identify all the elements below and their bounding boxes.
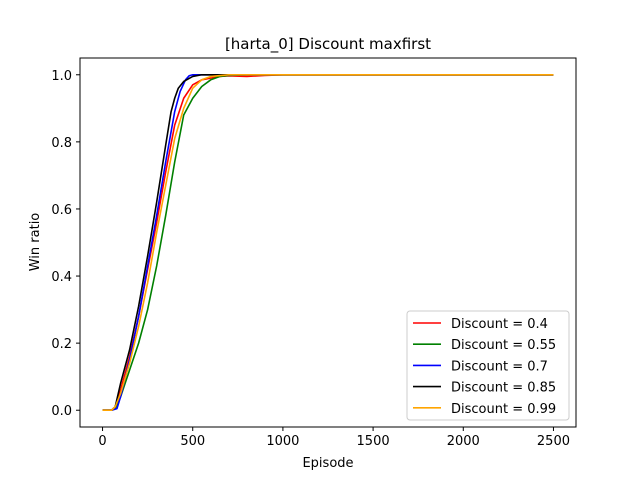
x-axis-title: Episode — [302, 456, 353, 471]
series-line-0 — [102, 73, 554, 412]
y-axis-title: Win ratio — [28, 213, 43, 272]
ticks-layer: 0 500 1000 1500 2000 2500 0.0 0.2 0.4 0.6 0.8 1.0 — [51, 69, 570, 449]
x-tick-label: 2000 — [447, 434, 480, 449]
y-tick-label: 0.0 — [51, 404, 72, 419]
x-tick-label: 500 — [180, 434, 205, 449]
series-line-3 — [102, 73, 554, 412]
legend-box — [406, 310, 570, 421]
y-tick-label: 0.4 — [51, 270, 72, 285]
y-tick-label: 0.8 — [51, 136, 72, 151]
chart-title: [harta_0] Discount maxfirst — [225, 35, 431, 54]
x-tick-label: 2500 — [537, 434, 570, 449]
series-layer — [102, 73, 554, 412]
legend-label-4: Discount = 0.99 — [451, 402, 556, 417]
x-tick-label: 1000 — [266, 434, 299, 449]
legend-label-0: Discount = 0.4 — [451, 317, 548, 332]
series-line-4 — [102, 73, 554, 412]
legend-label-3: Discount = 0.85 — [451, 381, 556, 396]
x-tick-label: 1500 — [357, 434, 390, 449]
y-tick-label: 0.2 — [51, 337, 72, 352]
series-line-2 — [102, 73, 554, 412]
legend-label-2: Discount = 0.7 — [451, 359, 548, 374]
x-tick-label: 0 — [98, 434, 106, 449]
plot-frame — [79, 57, 577, 428]
legend-label-1: Discount = 0.55 — [451, 338, 556, 353]
legend: Discount = 0.4 Discount = 0.55 Discount = … — [406, 310, 570, 421]
y-tick-label: 0.6 — [51, 203, 72, 218]
y-tick-label: 1.0 — [51, 69, 72, 84]
